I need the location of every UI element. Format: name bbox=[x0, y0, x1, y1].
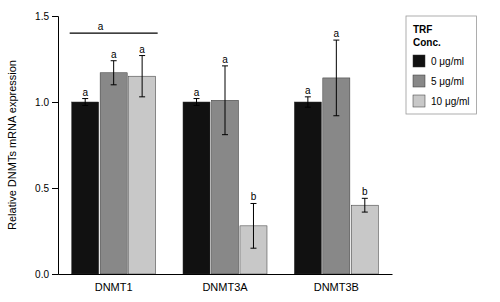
bar bbox=[129, 76, 156, 274]
legend-title: TRFConc. bbox=[413, 24, 441, 48]
legend-label: 5 μg/ml bbox=[431, 76, 464, 87]
y-tick: 1.5 bbox=[35, 11, 58, 22]
error-bar bbox=[305, 97, 311, 107]
legend-label: 10 μg/ml bbox=[431, 96, 470, 107]
bar bbox=[72, 102, 99, 274]
y-tick-mark bbox=[52, 188, 58, 189]
legend-frame bbox=[406, 16, 477, 114]
x-axis: DNMT1 DNMT3A DNMT3B bbox=[59, 275, 393, 293]
error-bars bbox=[111, 40, 340, 135]
bracket bbox=[70, 33, 158, 34]
error-bars bbox=[139, 56, 368, 249]
letter-label: b bbox=[251, 191, 257, 202]
error-bars bbox=[82, 97, 311, 107]
y-tick-mark bbox=[52, 16, 58, 17]
error-bar bbox=[139, 56, 145, 97]
x-tick-label: DNMT3B bbox=[314, 281, 359, 293]
x-axis-line bbox=[59, 274, 393, 275]
y-axis: 0.0 0.5 1.0 1.5 bbox=[35, 11, 58, 280]
legend: TRFConc. 0 μg/ml 5 μg/ml 10 μg/ml bbox=[406, 16, 477, 114]
letters: a a a a a a a b b bbox=[82, 28, 368, 202]
letter-label: a bbox=[334, 28, 340, 39]
y-tick-mark bbox=[52, 274, 58, 275]
x-tick: DNMT3A bbox=[202, 281, 248, 293]
y-tick-label: 1.5 bbox=[35, 11, 49, 22]
error-bar bbox=[222, 66, 228, 135]
bar bbox=[351, 205, 378, 274]
error-bar bbox=[194, 99, 200, 106]
plot: 0.0 0.5 1.0 1.5 DNMT1 DNMT3A DNMT3B Relative DN… bbox=[6, 11, 477, 293]
bar bbox=[100, 73, 127, 274]
bar bbox=[183, 102, 210, 274]
y-axis-title: Relative DNMTs mRNA expression bbox=[6, 60, 18, 230]
letter-label: a bbox=[305, 85, 311, 96]
error-bar bbox=[82, 99, 88, 106]
x-tick-label: DNMT1 bbox=[95, 281, 133, 293]
error-bar bbox=[362, 198, 368, 212]
legend-swatch bbox=[413, 55, 425, 67]
x-tick-label: DNMT3A bbox=[202, 281, 248, 293]
legend-label: 0 μg/ml bbox=[431, 56, 464, 67]
y-axis-line bbox=[52, 17, 59, 275]
error-bar bbox=[333, 40, 339, 116]
y-tick: 1.0 bbox=[35, 97, 58, 108]
y-tick: 0.5 bbox=[35, 183, 58, 194]
legend-swatch bbox=[413, 95, 425, 107]
y-tick-mark bbox=[52, 102, 58, 103]
letter-label: a bbox=[111, 49, 117, 60]
letter-label: a bbox=[139, 44, 145, 55]
chart: 0.0 0.5 1.0 1.5 DNMT1 DNMT3A DNMT3B Relative DN… bbox=[0, 0, 500, 302]
error-bar bbox=[250, 203, 256, 248]
x-tick: DNMT3B bbox=[314, 281, 359, 293]
annotations: a bbox=[70, 21, 158, 33]
x-tick: DNMT1 bbox=[95, 281, 133, 293]
y-tick: 0.0 bbox=[35, 269, 58, 280]
letter-label: a bbox=[82, 87, 88, 98]
bracket-label: a bbox=[98, 21, 104, 32]
error-bar bbox=[111, 61, 117, 85]
y-tick-label: 0.5 bbox=[35, 183, 49, 194]
letter-label: a bbox=[194, 87, 200, 98]
letter-label: b bbox=[362, 186, 368, 197]
y-tick-label: 0.0 bbox=[35, 269, 49, 280]
legend-swatch bbox=[413, 75, 425, 87]
marks bbox=[72, 40, 379, 274]
y-tick-label: 1.0 bbox=[35, 97, 49, 108]
bar-series bbox=[129, 76, 379, 274]
bar bbox=[294, 102, 321, 274]
letter-label: a bbox=[222, 54, 228, 65]
